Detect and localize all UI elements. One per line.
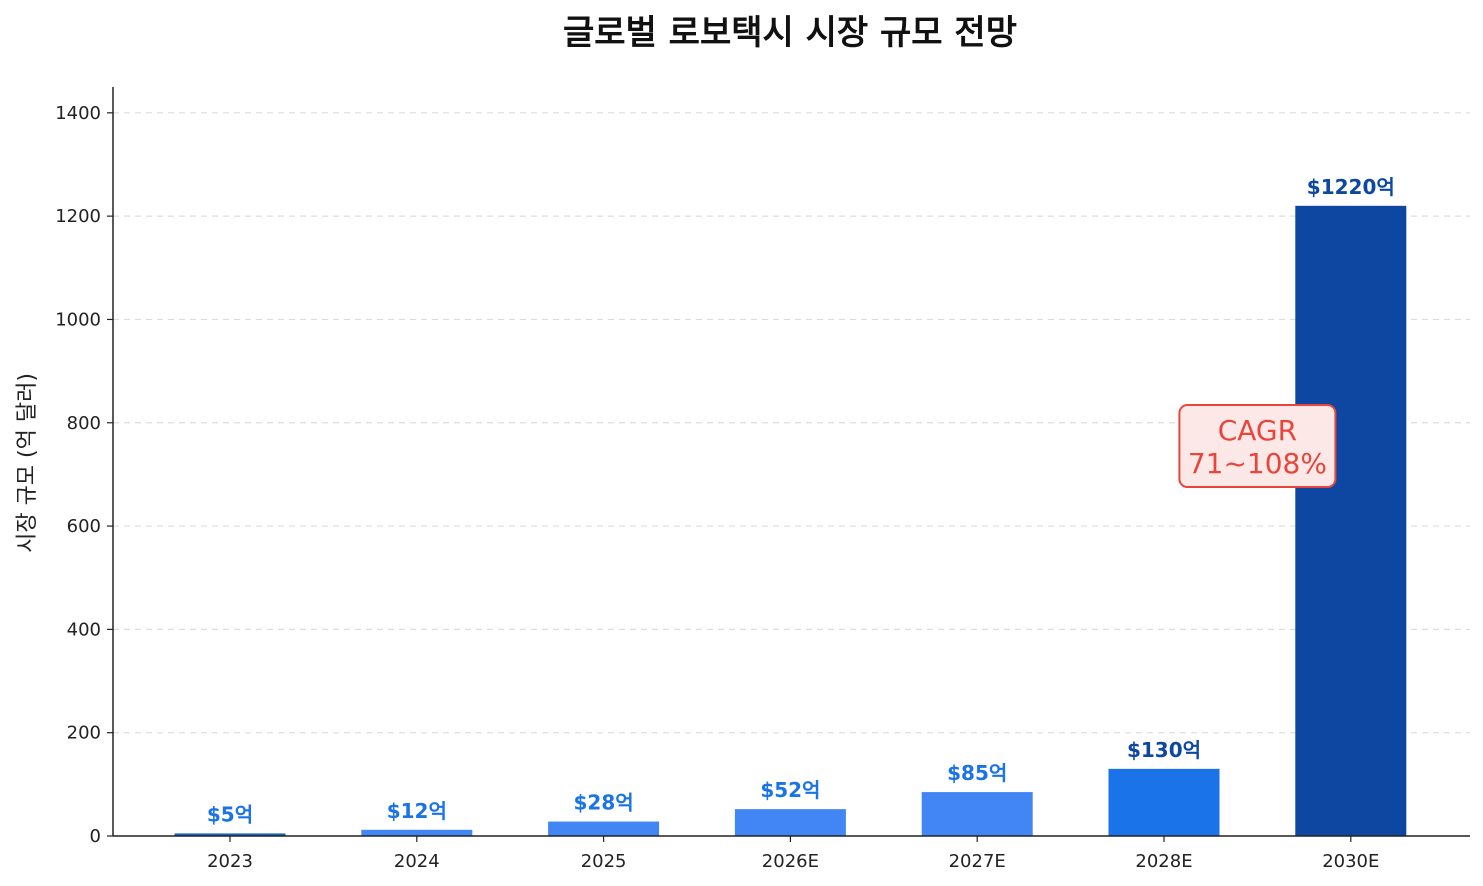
x-tick-label: 2028E: [1135, 851, 1192, 872]
data-label: $130억: [1127, 738, 1201, 762]
y-tick-label: 0: [90, 826, 101, 847]
y-axis-label: 시장 규모 (억 달러): [15, 373, 40, 553]
data-label: $28억: [574, 791, 634, 815]
data-label: $52억: [760, 778, 820, 802]
x-tick-label: 2030E: [1322, 851, 1379, 872]
x-ticks: 2023 2024 2025 2026E 2027E 2028E 2030E: [207, 836, 1379, 872]
y-tick-label: 1400: [55, 103, 101, 124]
x-tick-label: 2026E: [762, 851, 819, 872]
bars: [174, 205, 1407, 837]
bar: [361, 829, 473, 836]
cagr-annotation-line-1: CAGR: [1218, 414, 1297, 447]
y-tick-label: 1000: [55, 309, 101, 330]
y-tick-label: 200: [67, 723, 101, 744]
y-tick-label: 1200: [55, 206, 101, 227]
bar: [174, 833, 286, 836]
bar: [1108, 768, 1220, 836]
bar: [548, 821, 660, 836]
data-label: $85억: [947, 761, 1007, 785]
y-tick-label: 400: [67, 619, 101, 640]
chart-title: 글로벌 로보택시 시장 규모 전망: [563, 13, 1017, 53]
data-labels: $5억 $12억 $28억 $52억 $85억 $130억 $1220억: [207, 175, 1395, 827]
cagr-annotation: CAGR 71~108%: [1178, 404, 1337, 489]
x-tick-label: 2027E: [949, 851, 1006, 872]
x-tick-label: 2023: [207, 851, 253, 872]
data-label: $5억: [207, 802, 253, 826]
data-label: $12억: [387, 799, 447, 823]
cagr-annotation-box: [1178, 404, 1337, 489]
cagr-annotation-line-2: 71~108%: [1188, 447, 1327, 480]
x-tick-label: 2025: [581, 851, 627, 872]
y-tick-label: 600: [67, 516, 101, 537]
x-tick-label: 2024: [394, 851, 440, 872]
y-tick-label: 800: [67, 413, 101, 434]
y-ticks: 0 200 400 600 800 1000 1200 1400: [55, 103, 113, 847]
bar: [1295, 205, 1407, 837]
bar: [921, 792, 1033, 836]
bar: [734, 809, 846, 836]
data-label: $1220억: [1307, 175, 1395, 199]
